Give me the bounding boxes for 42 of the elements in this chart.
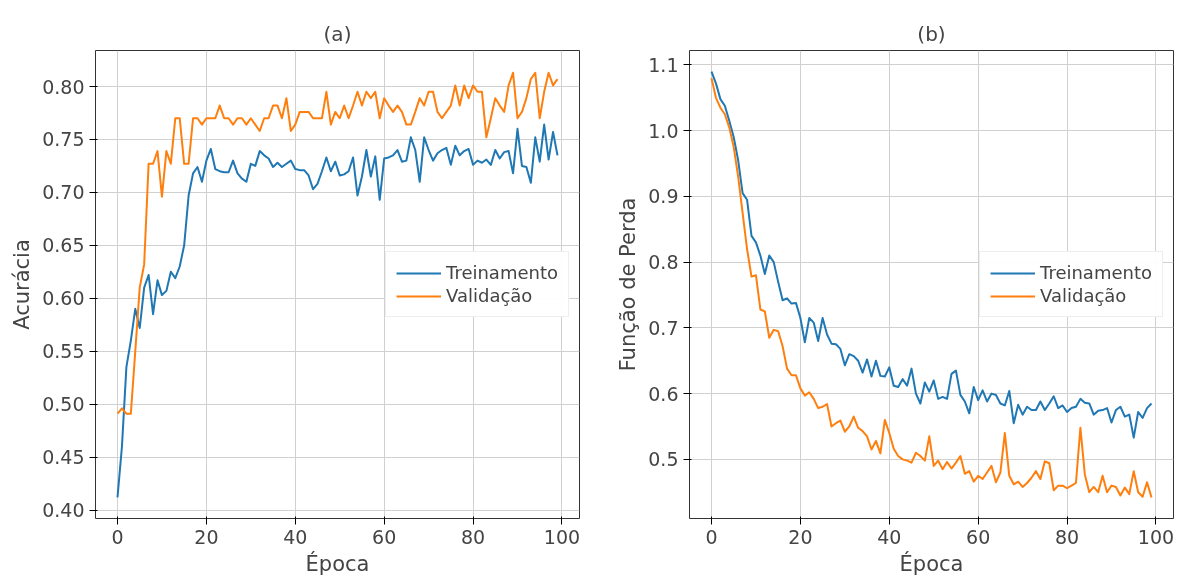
x-tick-label: 100 — [543, 525, 581, 548]
legend-label: Treinamento — [446, 262, 558, 283]
x-tick-label: 80 — [1054, 525, 1080, 548]
x-tick-label: 40 — [283, 525, 308, 548]
x-tick-label: 60 — [372, 525, 397, 548]
y-tick-label: 1.1 — [648, 53, 679, 76]
y-tick-label: 0.60 — [42, 287, 85, 310]
line-series — [710, 70, 1153, 439]
y-tick-label: 0.70 — [42, 181, 85, 204]
x-tick-label: 0 — [111, 525, 124, 548]
y-axis-title: Função de Perda — [616, 197, 641, 372]
legend-label: Treinamento — [1040, 262, 1152, 283]
x-tick-label: 80 — [460, 525, 486, 548]
y-tick-label: 0.55 — [42, 340, 85, 363]
x-tick-label: 20 — [194, 525, 219, 548]
x-tick-label: 20 — [788, 525, 813, 548]
y-tick-label: 0.50 — [42, 393, 85, 416]
legend-label: Validação — [1040, 285, 1127, 306]
y-tick-label: 0.6 — [648, 382, 679, 405]
x-tick-label: 40 — [877, 525, 902, 548]
line-series — [116, 123, 559, 499]
x-tick-label: 100 — [1137, 525, 1175, 548]
x-tick-label: 0 — [705, 525, 718, 548]
y-tick-label: 0.80 — [42, 75, 85, 98]
chart-title: (b) — [917, 21, 946, 46]
line-series — [710, 77, 1153, 499]
y-tick-label: 0.8 — [648, 251, 679, 274]
y-tick-label: 0.9 — [648, 185, 679, 208]
chart-title: (a) — [323, 21, 352, 46]
x-tick-label: 60 — [966, 525, 991, 548]
y-tick-label: 0.75 — [42, 128, 85, 151]
y-tick-label: 0.7 — [648, 316, 679, 339]
line-series — [116, 71, 559, 415]
y-tick-label: 0.5 — [648, 448, 679, 471]
y-tick-label: 0.45 — [42, 446, 85, 469]
x-axis-title: Época — [899, 550, 964, 576]
y-axis-title: Acurácia — [10, 239, 35, 330]
y-tick-label: 1.0 — [648, 119, 679, 142]
y-tick-label: 0.65 — [42, 234, 85, 257]
x-axis-title: Época — [305, 550, 370, 576]
legend-label: Validação — [446, 285, 533, 306]
y-tick-label: 0.40 — [42, 499, 85, 522]
